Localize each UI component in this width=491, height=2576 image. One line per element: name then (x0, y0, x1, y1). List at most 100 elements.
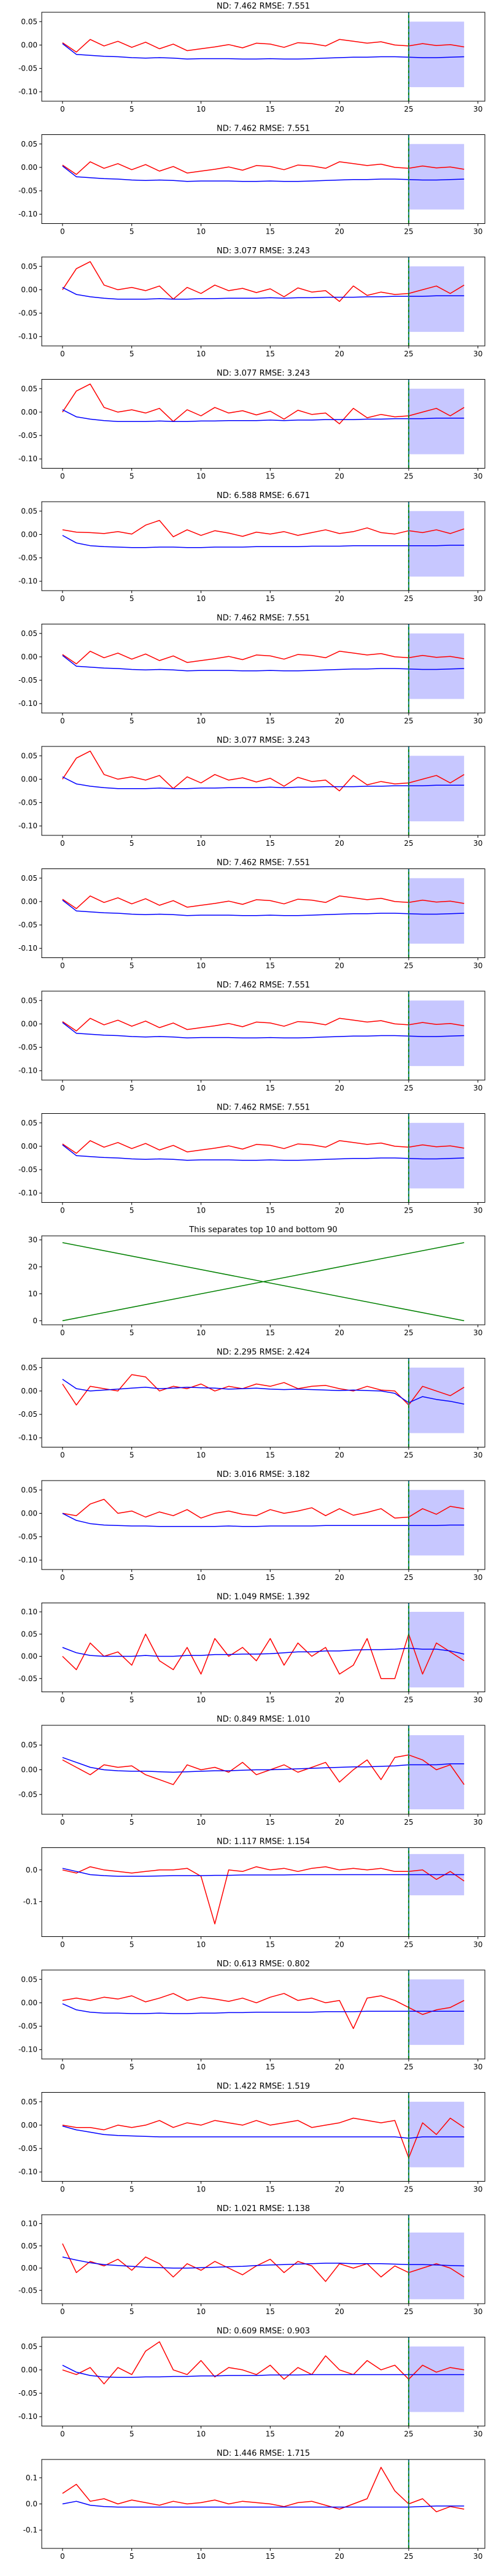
x-tick-label: 25 (404, 2430, 413, 2439)
x-tick-label: 5 (130, 1573, 134, 1582)
x-tick-label: 20 (334, 2430, 344, 2439)
x-tick-label: 25 (404, 1206, 413, 1215)
x-tick-label: 15 (266, 1696, 275, 1704)
chart-title: ND: 7.462 RMSE: 7.551 (217, 614, 310, 623)
chart-title: ND: 2.295 RMSE: 2.424 (217, 1348, 310, 1357)
chart-panel-7: ND: 3.077 RMSE: 3.243 0.05 0.00 -0.05 -0.10 0… (18, 736, 485, 848)
x-tick-label: 15 (266, 1573, 275, 1582)
y-tick-label: 0.05 (21, 1630, 37, 1638)
y-tick-label: -0.10 (18, 1433, 37, 1442)
y-tick-label: 0.05 (21, 17, 37, 26)
series-line-blue (62, 2125, 465, 2139)
x-tick-label: 10 (196, 228, 206, 236)
x-tick-label: 0 (60, 1206, 65, 1215)
chart-title: ND: 1.446 RMSE: 1.715 (217, 2449, 310, 2458)
x-tick-label: 15 (266, 350, 275, 358)
x-tick-label: 0 (60, 350, 65, 358)
series-line-red (62, 1140, 465, 1154)
series-line-blue (62, 535, 465, 548)
y-tick-label: -0.10 (18, 699, 37, 708)
y-tick-label: -0.1 (23, 1898, 37, 1906)
x-tick-label: 15 (266, 1451, 275, 1460)
x-tick-label: 20 (334, 1451, 344, 1460)
series-line-blue (62, 1647, 465, 1657)
x-tick-label: 10 (196, 2307, 206, 2316)
x-tick-label: 10 (196, 1206, 206, 1215)
y-tick-label: -0.05 (18, 309, 37, 318)
chart-title: ND: 3.077 RMSE: 3.243 (217, 247, 310, 256)
prediction-band (408, 388, 465, 454)
x-tick-label: 0 (60, 1328, 65, 1337)
y-tick-label: 0.05 (21, 1485, 37, 1494)
prediction-band (408, 633, 465, 699)
prediction-band (408, 1367, 465, 1433)
x-tick-label: 25 (404, 839, 413, 848)
y-tick-label: 0.05 (21, 385, 37, 393)
x-tick-label: 15 (266, 228, 275, 236)
x-tick-label: 20 (334, 962, 344, 970)
x-tick-label: 0 (60, 2307, 65, 2316)
x-tick-label: 0 (60, 962, 65, 970)
x-tick-label: 15 (266, 594, 275, 603)
x-tick-label: 25 (404, 2063, 413, 2071)
x-tick-label: 20 (334, 2307, 344, 2316)
axes-frame (41, 2214, 485, 2304)
x-tick-label: 25 (404, 228, 413, 236)
x-tick-label: 10 (196, 2552, 206, 2561)
prediction-band (408, 2346, 465, 2412)
y-tick-label: 0.00 (21, 1387, 37, 1395)
y-tick-label: 0.05 (21, 996, 37, 1005)
chart-panel-19: ND: 1.021 RMSE: 1.138 0.10 0.05 0.00 -0.05 0 5… (18, 2204, 485, 2316)
y-tick-label: 0.00 (21, 1019, 37, 1028)
x-tick-label: 10 (196, 2430, 206, 2439)
x-tick-label: 10 (196, 839, 206, 848)
series-line-blue (62, 1144, 465, 1161)
x-tick-label: 5 (130, 1941, 134, 1949)
y-tick-label: -0.05 (18, 2389, 37, 2398)
x-tick-label: 25 (404, 2307, 413, 2316)
y-tick-label: 0.0 (26, 1866, 37, 1874)
x-tick-label: 20 (334, 228, 344, 236)
x-tick-label: 25 (404, 350, 413, 358)
x-tick-label: 20 (334, 717, 344, 726)
axes-frame (41, 379, 485, 469)
y-tick-label: 0.00 (21, 653, 37, 661)
x-tick-label: 30 (473, 2063, 482, 2071)
x-tick-label: 10 (196, 1696, 206, 1704)
series-line-red (62, 39, 465, 53)
axes-frame (41, 1847, 485, 1937)
chart-title: ND: 3.016 RMSE: 3.182 (217, 1470, 310, 1479)
y-tick-label: 0.00 (21, 408, 37, 416)
y-tick-label: -0.05 (18, 676, 37, 684)
chart-panel-9: ND: 7.462 RMSE: 7.551 0.05 0.00 -0.05 -0.10 0… (18, 981, 485, 1092)
chart-title: ND: 7.462 RMSE: 7.551 (217, 125, 310, 134)
series-line-red (62, 1374, 465, 1406)
series-line-blue (62, 1757, 465, 1773)
y-tick-label: 0.00 (21, 530, 37, 539)
x-tick-label: 30 (473, 2552, 482, 2561)
chart-panel-15: ND: 0.849 RMSE: 1.010 0.05 0.00 -0.05 0 5 10 15… (18, 1715, 485, 1827)
y-tick-label: 0.05 (21, 140, 37, 148)
x-tick-label: 30 (473, 2185, 482, 2194)
y-tick-label: -0.05 (18, 186, 37, 195)
y-tick-label: 0.05 (21, 629, 37, 638)
y-tick-label: 0.00 (21, 1998, 37, 2007)
chart-panel-2: ND: 7.462 RMSE: 7.551 0.05 0.00 -0.05 -0.10 0… (18, 125, 485, 236)
series-line-blue (62, 2256, 465, 2269)
series-line-blue (62, 1242, 465, 1322)
x-tick-label: 30 (473, 1573, 482, 1582)
series-line-blue (62, 655, 465, 672)
chart-panel-12: ND: 2.295 RMSE: 2.424 0.05 0.00 -0.05 -0.10 0… (18, 1348, 485, 1460)
axes-frame (41, 1603, 485, 1692)
y-tick-label: -0.10 (18, 88, 37, 96)
x-tick-label: 20 (334, 1328, 344, 1337)
axes-frame (41, 1480, 485, 1570)
y-tick-label: -0.10 (18, 577, 37, 586)
x-tick-label: 0 (60, 1451, 65, 1460)
series-line-blue (62, 1512, 465, 1527)
series-line-red (62, 2117, 465, 2159)
chart-panel-13: ND: 3.016 RMSE: 3.182 0.05 0.00 -0.05 -0.10 0… (18, 1470, 485, 1582)
x-tick-label: 10 (196, 472, 206, 481)
x-tick-label: 10 (196, 2063, 206, 2071)
